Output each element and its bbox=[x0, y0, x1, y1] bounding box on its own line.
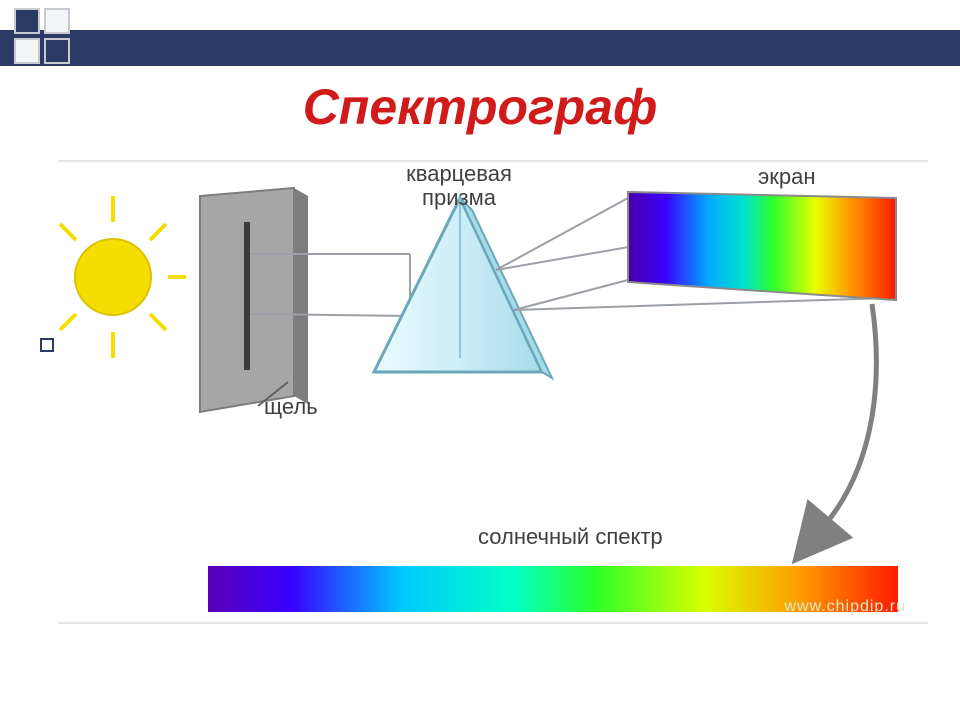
diagram-svg bbox=[58, 162, 928, 622]
corner-decor bbox=[14, 8, 134, 68]
screen-spectrum bbox=[628, 192, 896, 300]
slit-plate bbox=[200, 188, 308, 412]
label-slit: щель bbox=[264, 394, 318, 420]
arrow-down-icon bbox=[824, 304, 876, 526]
label-prism: кварцевая призма bbox=[374, 162, 544, 210]
sun-icon bbox=[58, 196, 186, 358]
watermark-text: www.chipdip.ru bbox=[784, 598, 906, 616]
slide: Спектрограф bbox=[0, 0, 960, 720]
diagram: кварцевая призма экран щель солнечный сп… bbox=[58, 160, 928, 624]
label-screen: экран bbox=[758, 164, 815, 190]
label-solar-spectrum: солнечный спектр bbox=[478, 524, 663, 550]
header-band bbox=[0, 30, 960, 66]
prism-icon bbox=[374, 198, 552, 378]
bullet-icon bbox=[40, 338, 54, 352]
slide-title: Спектрограф bbox=[0, 78, 960, 136]
